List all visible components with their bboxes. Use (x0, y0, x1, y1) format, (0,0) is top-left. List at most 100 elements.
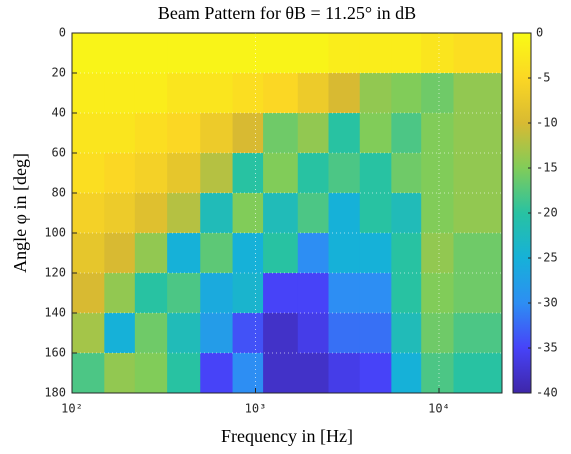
heatmap-cell (391, 153, 422, 194)
heatmap-cell (421, 193, 455, 234)
heatmap-cell (232, 153, 264, 194)
heatmap-cell (104, 273, 136, 314)
heatmap-cell (263, 153, 299, 194)
heatmap-cell (328, 113, 361, 154)
heatmap-cell (263, 233, 299, 274)
heatmap-cell (134, 273, 168, 314)
heatmap-cell (200, 33, 234, 74)
heatmap-cell (200, 73, 234, 114)
heatmap-cell (297, 153, 330, 194)
heatmap-cell (421, 233, 455, 274)
heatmap-cell (72, 353, 105, 394)
heatmap-cell (421, 353, 455, 394)
heatmap-cell (359, 33, 392, 74)
heatmap-cell (263, 193, 299, 234)
heatmap-cell (391, 233, 422, 274)
heatmap-cell (453, 73, 503, 114)
heatmap-cell (328, 353, 361, 394)
heatmap-cell (72, 313, 105, 354)
heatmap-cell (453, 273, 503, 314)
heatmap-cell (167, 313, 201, 354)
heatmap-cell (421, 273, 455, 314)
y-tick-label: 60 (52, 146, 66, 160)
heatmap-cell (167, 153, 201, 194)
colorbar-tick-label: -35 (536, 341, 558, 355)
heatmap-cell (297, 113, 330, 154)
heatmap-cell (328, 153, 361, 194)
heatmap-cell (328, 193, 361, 234)
heatmap-cell (134, 313, 168, 354)
heatmap-cell (134, 113, 168, 154)
heatmap-cell (391, 33, 422, 74)
heatmap-cell (134, 193, 168, 234)
heatmap-cell (72, 193, 105, 234)
heatmap-cell (134, 233, 168, 274)
heatmap-cell (328, 33, 361, 74)
heatmap-cell (453, 233, 503, 274)
heatmap-cell (167, 73, 201, 114)
y-tick-label: 180 (44, 386, 66, 400)
heatmap-cell (167, 233, 201, 274)
plot-area (72, 33, 503, 394)
heatmap-cell (200, 313, 234, 354)
heatmap-cell (263, 113, 299, 154)
heatmap-cell (359, 313, 392, 354)
heatmap-cell (167, 113, 201, 154)
heatmap-cell (328, 73, 361, 114)
heatmap-cell (421, 313, 455, 354)
heatmap-cell (391, 273, 422, 314)
y-tick-label: 160 (44, 346, 66, 360)
heatmap-cell (297, 233, 330, 274)
heatmap-cell (104, 353, 136, 394)
heatmap-cell (297, 273, 330, 314)
colorbar-tick-label: -20 (536, 206, 558, 220)
plot-frame (71, 32, 503, 394)
heatmap-cell (167, 273, 201, 314)
heatmap-cell (263, 33, 299, 74)
heatmap-cell (359, 73, 392, 114)
heatmap-cell (232, 73, 264, 114)
colorbar-tick-label: -30 (536, 296, 558, 310)
y-tick-label: 100 (44, 226, 66, 240)
heatmap-cell (359, 273, 392, 314)
heatmap-cell (134, 353, 168, 394)
heatmap-cell (232, 233, 264, 274)
x-tick-label: 10⁴ (428, 402, 450, 416)
heatmap-cell (104, 113, 136, 154)
heatmap-cell (104, 73, 136, 114)
heatmap-cell (421, 33, 455, 74)
heatmap-cell (72, 233, 105, 274)
heatmap-cell (232, 113, 264, 154)
heatmap-cell (200, 353, 234, 394)
heatmap-cell (200, 233, 234, 274)
heatmap-cell (421, 153, 455, 194)
x-tick-label: 10² (61, 402, 83, 416)
heatmap-cell (134, 153, 168, 194)
y-tick-label: 40 (52, 106, 66, 120)
chart-title: Beam Pattern for θB = 11.25° in dB (158, 3, 416, 23)
heatmap-cell (167, 193, 201, 234)
heatmap-cell (297, 33, 330, 74)
heatmap-cell (232, 193, 264, 234)
colorbar-tick-label: -5 (536, 71, 550, 85)
heatmap-cell (391, 73, 422, 114)
y-axis-label: Angle φ in [deg] (10, 153, 30, 273)
heatmap-cell (359, 233, 392, 274)
heatmap-cell (104, 33, 136, 74)
heatmap-cell (232, 273, 264, 314)
heatmap-cell (200, 273, 234, 314)
heatmap-cell (72, 33, 105, 74)
heatmap-cell (297, 353, 330, 394)
heatmap-cell (328, 233, 361, 274)
colorbar-tick-label: -25 (536, 251, 558, 265)
heatmap-cell (421, 113, 455, 154)
heatmap-cell (263, 313, 299, 354)
heatmap-cell (297, 193, 330, 234)
y-tick-label: 80 (52, 186, 66, 200)
heatmap-cell (232, 353, 264, 394)
colorbar-tick-label: -10 (536, 116, 558, 130)
heatmap-cell (104, 153, 136, 194)
y-tick-label: 0 (59, 26, 66, 40)
y-tick-label: 120 (44, 266, 66, 280)
heatmap-cell (453, 313, 503, 354)
